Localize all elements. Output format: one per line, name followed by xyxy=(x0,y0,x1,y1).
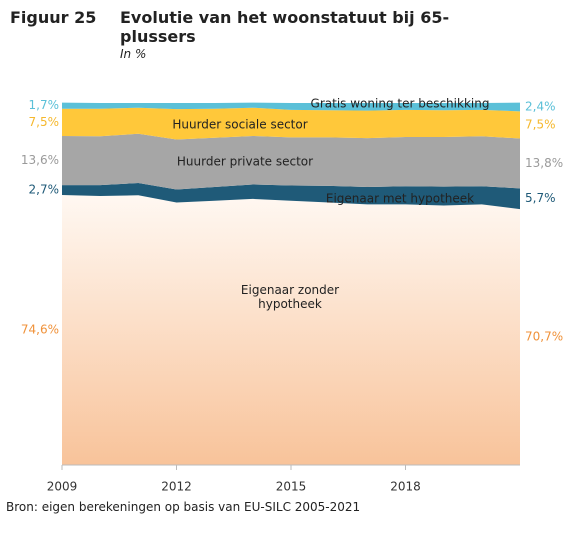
value-label: 2,4% xyxy=(525,99,556,113)
value-label: 13,8% xyxy=(525,156,563,170)
x-tick-label: 2015 xyxy=(276,480,307,494)
area xyxy=(62,107,520,140)
value-label: 5,7% xyxy=(525,191,556,205)
area xyxy=(62,194,520,465)
value-label: 13,6% xyxy=(21,153,59,167)
series-label: Huurder sociale sector xyxy=(172,118,307,132)
series-label: Eigenaar zonder hypotheek xyxy=(240,283,340,311)
chart-subtitle: In % xyxy=(120,47,147,61)
area xyxy=(62,133,520,190)
x-tick-label: 2012 xyxy=(161,480,192,494)
chart-title: Evolutie van het woonstatuut bij 65-plus… xyxy=(120,8,450,46)
area xyxy=(62,102,520,112)
value-label: 7,5% xyxy=(29,115,60,129)
source-note: Bron: eigen berekeningen op basis van EU… xyxy=(6,500,361,514)
series-label: Gratis woning ter beschikking xyxy=(311,97,490,111)
series-label: Eigenaar met hypotheek xyxy=(326,192,474,206)
value-label: 2,7% xyxy=(29,183,60,197)
value-label: 70,7% xyxy=(525,330,563,344)
x-tick-label: 2018 xyxy=(390,480,421,494)
value-label: 74,6% xyxy=(21,322,59,336)
x-tick-label: 2009 xyxy=(47,480,78,494)
value-label: 7,5% xyxy=(525,117,556,131)
series-label: Huurder private sector xyxy=(177,155,313,169)
figure-label: Figuur 25 xyxy=(10,8,97,27)
value-label: 1,7% xyxy=(29,98,60,112)
